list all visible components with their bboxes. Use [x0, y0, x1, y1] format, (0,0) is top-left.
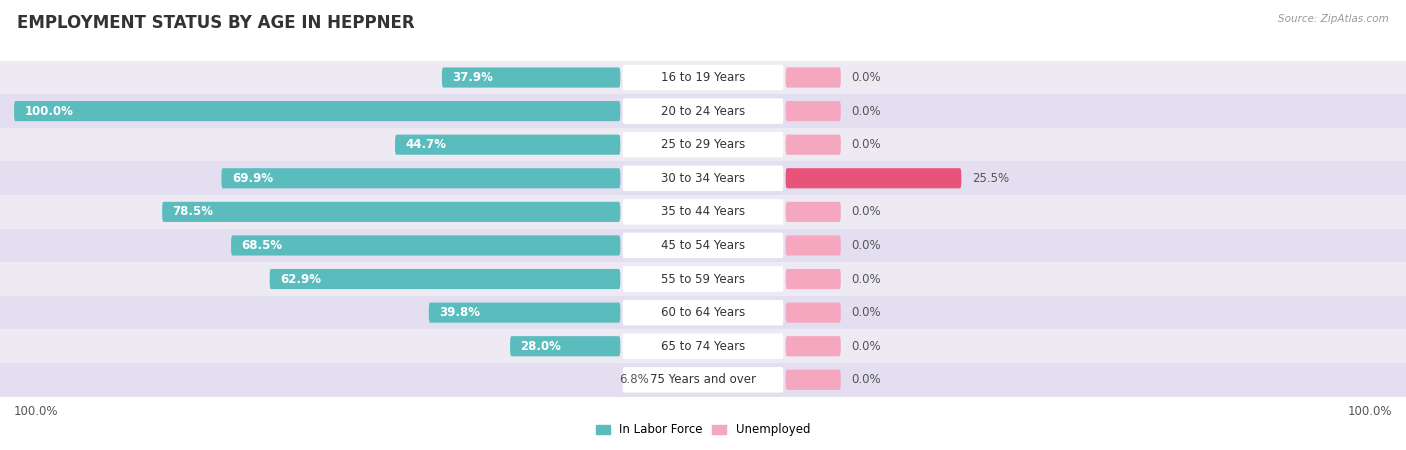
Text: 100.0%: 100.0%	[24, 104, 73, 117]
Text: 68.5%: 68.5%	[242, 239, 283, 252]
Text: 0.0%: 0.0%	[851, 104, 880, 117]
Text: 0.0%: 0.0%	[851, 71, 880, 84]
FancyBboxPatch shape	[14, 101, 620, 121]
Bar	[0, 329, 1406, 363]
Text: 0.0%: 0.0%	[851, 306, 880, 319]
Text: 75 Years and over: 75 Years and over	[650, 374, 756, 386]
Text: 25 to 29 Years: 25 to 29 Years	[661, 138, 745, 151]
Bar	[0, 128, 1406, 162]
Text: 37.9%: 37.9%	[453, 71, 494, 84]
FancyBboxPatch shape	[623, 333, 783, 359]
Text: 62.9%: 62.9%	[280, 273, 321, 286]
FancyBboxPatch shape	[786, 302, 841, 323]
Bar	[0, 363, 1406, 396]
Bar	[0, 61, 1406, 94]
FancyBboxPatch shape	[623, 199, 783, 225]
Text: 0.0%: 0.0%	[851, 239, 880, 252]
FancyBboxPatch shape	[231, 235, 620, 256]
FancyBboxPatch shape	[623, 166, 783, 191]
FancyBboxPatch shape	[623, 132, 783, 158]
FancyBboxPatch shape	[623, 65, 783, 90]
FancyBboxPatch shape	[786, 135, 841, 155]
FancyBboxPatch shape	[623, 367, 783, 392]
FancyBboxPatch shape	[623, 266, 783, 292]
Text: 39.8%: 39.8%	[439, 306, 479, 319]
Text: 0.0%: 0.0%	[851, 374, 880, 386]
Text: 25.5%: 25.5%	[972, 172, 1010, 185]
Bar	[0, 296, 1406, 329]
FancyBboxPatch shape	[510, 336, 620, 356]
Bar	[0, 262, 1406, 296]
FancyBboxPatch shape	[786, 336, 841, 356]
Text: 0.0%: 0.0%	[851, 273, 880, 286]
FancyBboxPatch shape	[786, 269, 841, 289]
Text: 16 to 19 Years: 16 to 19 Years	[661, 71, 745, 84]
FancyBboxPatch shape	[441, 68, 620, 88]
Text: 28.0%: 28.0%	[520, 340, 561, 353]
Text: 100.0%: 100.0%	[1347, 405, 1392, 418]
FancyBboxPatch shape	[221, 168, 620, 189]
FancyBboxPatch shape	[786, 370, 841, 390]
Text: 0.0%: 0.0%	[851, 205, 880, 218]
Text: EMPLOYMENT STATUS BY AGE IN HEPPNER: EMPLOYMENT STATUS BY AGE IN HEPPNER	[17, 14, 415, 32]
FancyBboxPatch shape	[786, 235, 841, 256]
Bar	[0, 162, 1406, 195]
Bar	[0, 195, 1406, 229]
Text: 44.7%: 44.7%	[405, 138, 446, 151]
Bar	[0, 229, 1406, 262]
FancyBboxPatch shape	[270, 269, 620, 289]
Text: Source: ZipAtlas.com: Source: ZipAtlas.com	[1278, 14, 1389, 23]
Text: 78.5%: 78.5%	[173, 205, 214, 218]
FancyBboxPatch shape	[786, 202, 841, 222]
Text: 45 to 54 Years: 45 to 54 Years	[661, 239, 745, 252]
Text: 6.8%: 6.8%	[620, 374, 650, 386]
Text: 100.0%: 100.0%	[14, 405, 59, 418]
FancyBboxPatch shape	[623, 300, 783, 325]
Text: 0.0%: 0.0%	[851, 138, 880, 151]
FancyBboxPatch shape	[786, 68, 841, 88]
Text: 55 to 59 Years: 55 to 59 Years	[661, 273, 745, 286]
FancyBboxPatch shape	[786, 168, 962, 189]
FancyBboxPatch shape	[623, 233, 783, 258]
Text: 60 to 64 Years: 60 to 64 Years	[661, 306, 745, 319]
FancyBboxPatch shape	[162, 202, 620, 222]
FancyBboxPatch shape	[623, 99, 783, 124]
Text: 30 to 34 Years: 30 to 34 Years	[661, 172, 745, 185]
FancyBboxPatch shape	[395, 135, 620, 155]
Text: 65 to 74 Years: 65 to 74 Years	[661, 340, 745, 353]
FancyBboxPatch shape	[786, 101, 841, 121]
Text: 20 to 24 Years: 20 to 24 Years	[661, 104, 745, 117]
Text: 0.0%: 0.0%	[851, 340, 880, 353]
Text: 69.9%: 69.9%	[232, 172, 273, 185]
FancyBboxPatch shape	[429, 302, 620, 323]
Text: 35 to 44 Years: 35 to 44 Years	[661, 205, 745, 218]
Bar	[0, 94, 1406, 128]
Legend: In Labor Force, Unemployed: In Labor Force, Unemployed	[591, 419, 815, 441]
